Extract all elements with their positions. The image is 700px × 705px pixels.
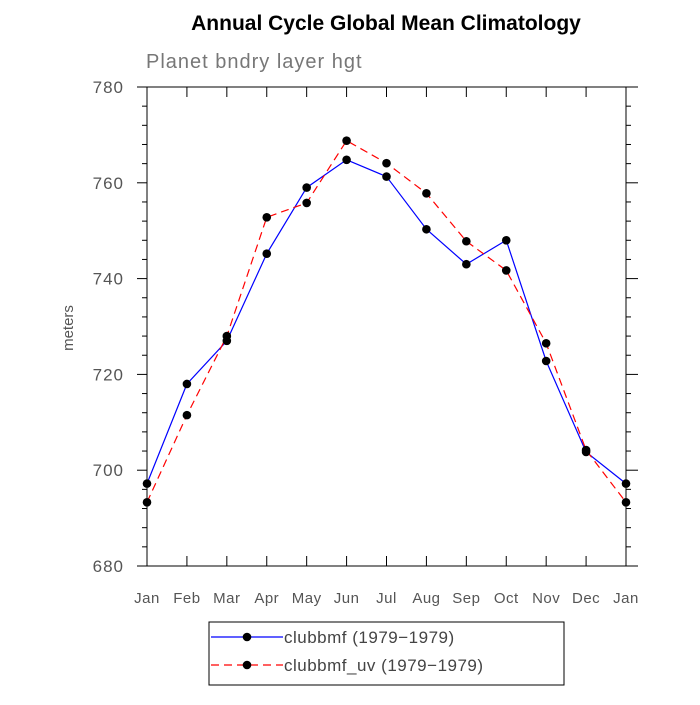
legend-box bbox=[208, 621, 565, 686]
legend-marker-1 bbox=[242, 632, 252, 642]
x-tick-label: Sep bbox=[452, 590, 480, 607]
plot-area: Jan Feb Mar Apr May Jun Jul Aug Sep Oct Nov Dec Jan 6… bbox=[93, 78, 639, 607]
series-2-point bbox=[302, 198, 311, 208]
series-2-point bbox=[621, 497, 631, 507]
series-2-point bbox=[501, 266, 511, 275]
series-2-point bbox=[541, 338, 551, 348]
series-2-point bbox=[342, 136, 351, 145]
series-1-point bbox=[501, 235, 511, 245]
x-tick-label: Jun bbox=[334, 590, 360, 607]
legend-label-1: clubbmf (1979−1979) bbox=[284, 628, 455, 647]
x-tick-label: Jan bbox=[134, 590, 160, 607]
x-tick-label: May bbox=[292, 590, 322, 607]
x-tick-label: Nov bbox=[532, 590, 560, 607]
chart-title: Annual Cycle Global Mean Climatology bbox=[191, 12, 581, 35]
y-tick-label: 740 bbox=[93, 270, 124, 289]
series-2-point bbox=[422, 189, 431, 198]
series-2-point bbox=[142, 497, 152, 507]
series-1-point bbox=[262, 249, 272, 258]
y-tick-label: 780 bbox=[93, 78, 124, 97]
series-2-point bbox=[262, 212, 272, 222]
series-1-point bbox=[462, 259, 471, 269]
series-1-point bbox=[342, 155, 351, 165]
series-1-point bbox=[541, 356, 551, 366]
series-1-point bbox=[382, 172, 391, 181]
series-2-point bbox=[182, 410, 192, 420]
series-line-2 bbox=[146, 139, 627, 503]
series-line-1 bbox=[146, 159, 627, 485]
series-2-point bbox=[581, 445, 591, 455]
series-2-point bbox=[382, 158, 391, 168]
x-tick-label: Aug bbox=[412, 590, 440, 607]
series-1-point bbox=[422, 224, 431, 234]
y-tick-label: 700 bbox=[93, 461, 124, 480]
legend-marker-2 bbox=[242, 660, 252, 670]
y-tick-label: 680 bbox=[93, 557, 124, 576]
y-tick-label: 720 bbox=[93, 365, 124, 384]
x-tick-label: Apr bbox=[254, 590, 279, 607]
y-axis-label: meters bbox=[60, 305, 77, 351]
series-2-point bbox=[462, 236, 471, 246]
series-1-point bbox=[302, 183, 311, 192]
plot-frame bbox=[146, 86, 627, 567]
legend-label-2: clubbmf_uv (1979−1979) bbox=[284, 656, 484, 675]
chart-subtitle: Planet bndry layer hgt bbox=[146, 51, 363, 73]
y-tick-label: 760 bbox=[93, 174, 124, 193]
legend: clubbmf (1979−1979) clubbmf_uv (1979−1979… bbox=[208, 621, 565, 686]
series-1-point bbox=[182, 379, 192, 389]
series-1-point bbox=[142, 479, 152, 488]
series-1-point bbox=[621, 479, 631, 488]
x-tick-label: Feb bbox=[173, 590, 200, 607]
series-2-point bbox=[222, 331, 232, 341]
x-tick-label: Jan bbox=[613, 590, 639, 607]
x-tick-label: Oct bbox=[494, 590, 519, 607]
x-tick-label: Jul bbox=[376, 590, 397, 607]
x-tick-label: Dec bbox=[572, 590, 600, 607]
x-tick-label: Mar bbox=[213, 590, 240, 607]
